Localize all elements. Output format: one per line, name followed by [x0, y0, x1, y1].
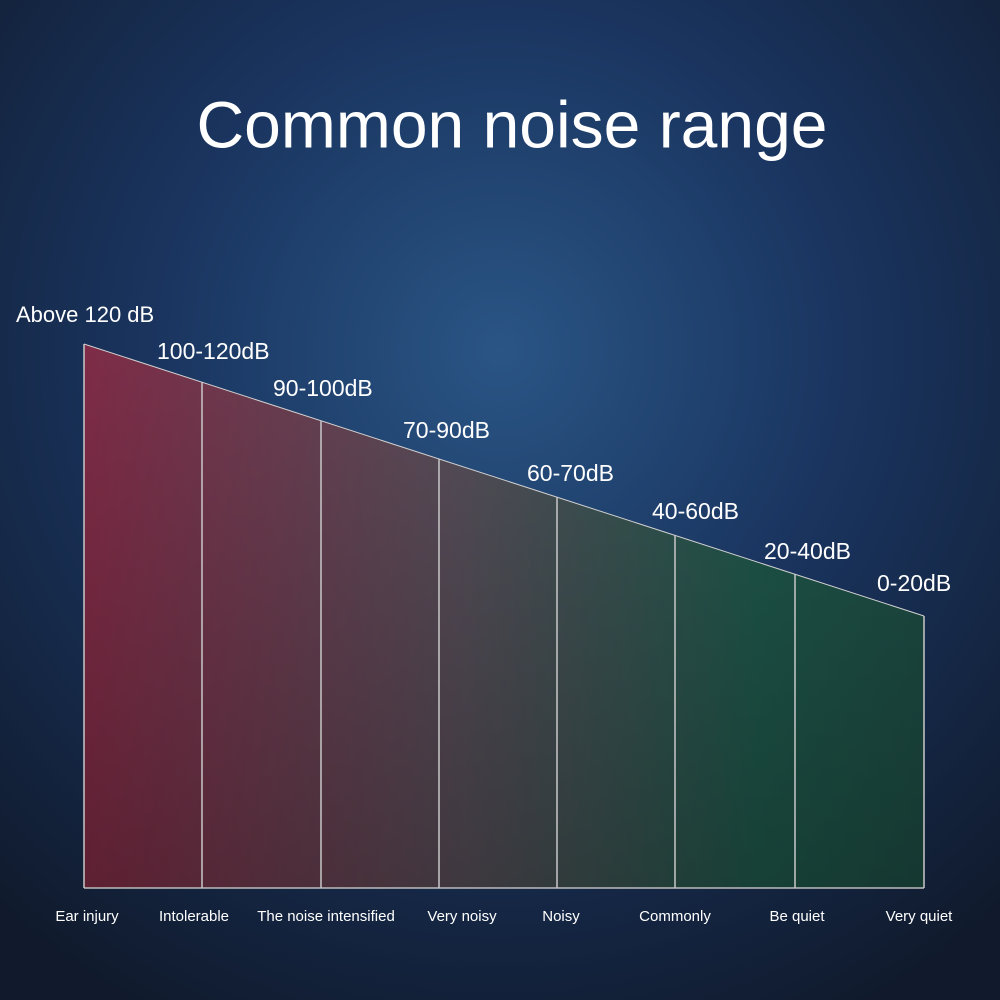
- level-label: Very quiet: [886, 908, 954, 925]
- range-label: 70-90dB: [403, 417, 490, 443]
- level-label: Noisy: [542, 908, 580, 925]
- range-label: 100-120dB: [157, 338, 270, 364]
- title: Common noise range: [197, 87, 828, 161]
- levels: Above 120 dB Ear injury 100-120dB Intolerab…: [16, 302, 953, 925]
- range-label: 40-60dB: [652, 498, 739, 524]
- level-label: Very noisy: [427, 908, 497, 925]
- range-label: 20-40dB: [764, 538, 851, 564]
- level-label: Ear injury: [55, 908, 119, 925]
- range-label: 90-100dB: [273, 375, 373, 401]
- noise-area-shade: [84, 344, 924, 888]
- level-label: Be quiet: [769, 908, 825, 925]
- level-label: Intolerable: [159, 908, 229, 925]
- range-label: Above 120 dB: [16, 302, 154, 327]
- level-label: The noise intensified: [257, 908, 395, 925]
- slope-edge: [83, 343, 925, 617]
- range-label: 60-70dB: [527, 460, 614, 486]
- range-label: 0-20dB: [877, 570, 951, 596]
- level-label: Commonly: [639, 908, 711, 925]
